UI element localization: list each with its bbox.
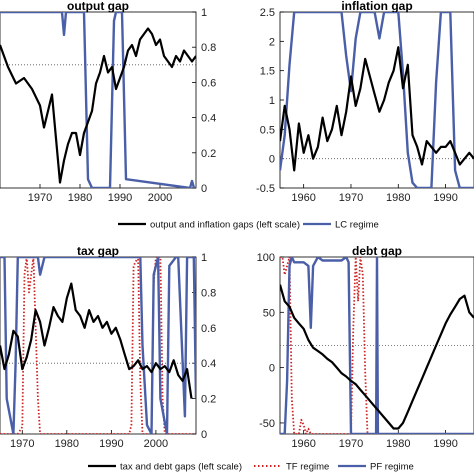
legend-label-tax-debt: tax and debt gaps (left scale) — [120, 462, 242, 473]
output-gap-y2-tick-label: 0 — [201, 183, 207, 195]
output-gap-series-regime — [0, 12, 196, 188]
output-gap-x-tick-label: 1970 — [28, 192, 52, 204]
inflation-gap-series-regime — [280, 12, 474, 188]
inflation-gap-y-tick-label: 1 — [269, 95, 275, 107]
tax-gap-title: tax gap — [77, 244, 119, 258]
tax-gap-panel: tax gap 1970 1980 1990 2000 0 0.2 0.4 0.6 0.8 1 — [0, 244, 216, 450]
output-gap-x-tick-label: 2000 — [148, 192, 172, 204]
tax-gap-x-tick-label: 1970 — [10, 438, 34, 450]
inflation-gap-y-tick-label: 2.5 — [260, 7, 275, 19]
output-gap-series-gap — [0, 27, 196, 184]
output-gap-axes-frame — [0, 11, 197, 189]
output-gap-title: output gap — [67, 0, 129, 13]
output-gap-y2-tick-label: 0.8 — [201, 42, 216, 54]
tax-gap-x-tick-label: 1990 — [99, 438, 123, 450]
tax-gap-x-tick-label: 2000 — [144, 438, 168, 450]
debt-gap-series-pf — [280, 257, 474, 434]
debt-gap-y-tick-label: 100 — [257, 252, 275, 264]
debt-gap-y-tick-label: 50 — [263, 307, 275, 319]
output-gap-y2-tick-label: 0.4 — [201, 113, 216, 125]
legend-label-lc-regime: LC regime — [335, 220, 379, 231]
inflation-gap-panel: inflation gap 1960 1970 1980 1990 -0.5 0 0.5 1 1.… — [256, 0, 474, 204]
output-gap-x-tick-label: 1980 — [68, 192, 92, 204]
debt-gap-y-tick-label: 0 — [269, 363, 275, 375]
output-gap-x-tick-label: 1990 — [108, 192, 132, 204]
tax-gap-series-pf — [0, 257, 196, 434]
output-gap-y2-tick-label: 1 — [201, 7, 207, 19]
output-gap-y2-tick-label: 0.2 — [201, 148, 216, 160]
inflation-gap-y-tick-label: -0.5 — [256, 183, 275, 195]
inflation-gap-x-tick-label: 1970 — [339, 192, 363, 204]
debt-gap-title: debt gap — [352, 244, 402, 258]
debt-gap-panel: debt gap 1960 1970 1980 1990 -50 0 50 100 — [257, 244, 474, 450]
output-gap-panel: output gap 1970 1980 1990 2000 0 0.2 0.4 0.6 0.8 1 — [0, 0, 216, 204]
debt-gap-x-tick-label: 1980 — [386, 438, 410, 450]
tax-gap-x-tick-label: 1980 — [55, 438, 79, 450]
debt-gap-series-tf — [280, 257, 474, 434]
inflation-gap-series-gap — [280, 46, 474, 172]
inflation-gap-y-tick-label: 1.5 — [260, 66, 275, 78]
inflation-gap-x-tick-label: 1960 — [291, 192, 315, 204]
inflation-gap-y-tick-label: 2 — [269, 36, 275, 48]
tax-gap-y2-tick-label: 0 — [201, 429, 207, 441]
debt-gap-series-gap — [280, 284, 474, 430]
legend-label-tf-regime: TF regime — [286, 462, 329, 473]
tax-gap-y2-tick-label: 0.4 — [201, 358, 216, 370]
legend-label-gaps: output and inflation gaps (left scale) — [150, 220, 300, 231]
tax-gap-y2-tick-label: 0.6 — [201, 323, 216, 335]
debt-gap-x-tick-label: 1990 — [433, 438, 457, 450]
legend-top: output and inflation gaps (left scale) L… — [118, 220, 379, 231]
tax-gap-y2-tick-label: 0.2 — [201, 394, 216, 406]
inflation-gap-y-tick-label: 0 — [269, 154, 275, 166]
tax-gap-y2-tick-label: 1 — [201, 252, 207, 264]
output-gap-y2-tick-label: 0.6 — [201, 77, 216, 89]
legend-label-pf-regime: PF regime — [370, 462, 414, 473]
legend-bottom: tax and debt gaps (left scale) TF regime… — [88, 462, 414, 473]
debt-gap-x-tick-label: 1960 — [291, 438, 315, 450]
tax-gap-series-gap — [0, 282, 193, 399]
inflation-gap-y-tick-label: 0.5 — [260, 124, 275, 136]
inflation-gap-title: inflation gap — [341, 0, 412, 13]
inflation-gap-x-tick-label: 1990 — [433, 192, 457, 204]
debt-gap-y-tick-label: -50 — [259, 418, 275, 430]
tax-gap-y2-tick-label: 0.8 — [201, 287, 216, 299]
inflation-gap-x-tick-label: 1980 — [386, 192, 410, 204]
debt-gap-x-tick-label: 1970 — [339, 438, 363, 450]
